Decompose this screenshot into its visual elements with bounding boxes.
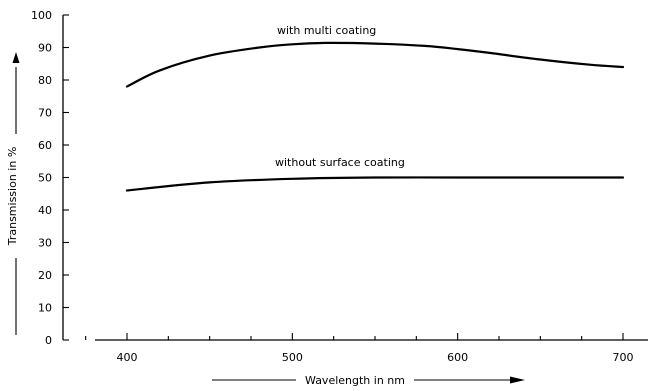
series-line-no-coating xyxy=(125,176,625,192)
x-tick-label: 500 xyxy=(282,351,303,364)
x-tick-label: 600 xyxy=(447,351,468,364)
x-title-arrow-icon xyxy=(510,376,525,384)
y-tick-label: 70 xyxy=(38,107,52,120)
y-tick-label: 40 xyxy=(38,204,52,217)
x-ticks: 400 500 600 700 xyxy=(85,333,634,364)
y-ticks: 0 10 20 30 40 50 60 70 80 90 100 xyxy=(31,9,69,347)
y-tick-label: 10 xyxy=(38,302,52,315)
y-tick-label: 20 xyxy=(38,269,52,282)
y-tick-label: 100 xyxy=(31,9,52,22)
x-axis-title: Wavelength in nm xyxy=(305,374,405,387)
y-tick-label: 80 xyxy=(38,74,52,87)
series-label-no-coating: without surface coating xyxy=(275,156,405,169)
series-line-multi-coating xyxy=(125,41,625,88)
y-tick-label: 60 xyxy=(38,139,52,152)
y-tick-label: 50 xyxy=(38,172,52,185)
y-tick-label: 30 xyxy=(38,237,52,250)
series-layer xyxy=(125,41,625,192)
x-tick-label: 400 xyxy=(117,351,138,364)
series-label-multi-coating: with multi coating xyxy=(277,24,376,37)
y-title-arrow-icon xyxy=(12,52,20,63)
y-tick-label: 0 xyxy=(45,334,52,347)
x-tick-label: 700 xyxy=(613,351,634,364)
y-axis-title: Transmission in % xyxy=(6,147,19,247)
y-tick-label: 90 xyxy=(38,42,52,55)
